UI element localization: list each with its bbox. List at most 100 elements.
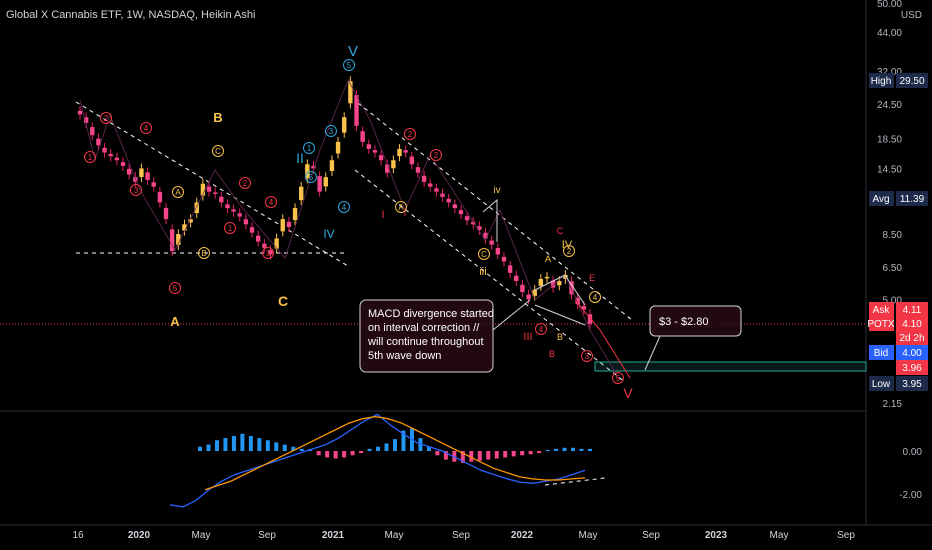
macd-histogram-bar bbox=[359, 451, 364, 454]
price-label-name: Ask bbox=[873, 305, 891, 316]
callout-box-1 bbox=[359, 299, 494, 373]
price-label-value: 2d 2h bbox=[899, 333, 924, 344]
wave-label: IV bbox=[562, 239, 573, 251]
candle-body bbox=[391, 160, 396, 169]
candle-body bbox=[477, 226, 482, 230]
price-tick-label: 32.00 bbox=[877, 67, 902, 78]
candle-body bbox=[157, 191, 163, 203]
wave-count-circle bbox=[563, 245, 575, 257]
macd-histogram-bar bbox=[240, 433, 245, 451]
candle-body bbox=[90, 127, 95, 136]
time-axis-label: Sep bbox=[642, 530, 660, 541]
candle-body bbox=[323, 177, 328, 187]
wave-label: iii bbox=[479, 266, 486, 278]
channel-line-lower-2 bbox=[354, 169, 626, 383]
channel-line-upper-1 bbox=[75, 101, 349, 267]
macd-histogram-bar bbox=[460, 451, 465, 463]
candle-body bbox=[403, 150, 408, 153]
candle-body bbox=[206, 186, 212, 192]
wave-count-circle bbox=[478, 248, 490, 260]
time-axis-label: 2020 bbox=[128, 530, 151, 541]
price-label-name-bg bbox=[869, 316, 894, 331]
candle-body bbox=[163, 207, 169, 220]
wave-count-label: 5 bbox=[616, 374, 621, 383]
wave-count-label: 2 bbox=[434, 151, 439, 160]
wedge-line-top bbox=[534, 274, 586, 306]
macd-histogram-bar bbox=[477, 451, 482, 461]
wave-count-circle bbox=[140, 122, 152, 134]
wave-count-circle bbox=[198, 247, 210, 259]
wave-count-circle bbox=[169, 282, 181, 294]
time-axis-label: Sep bbox=[452, 530, 470, 541]
price-tick-label: 24.50 bbox=[877, 100, 902, 111]
wave-label: I bbox=[381, 209, 384, 221]
price-label-value-bg bbox=[896, 73, 928, 88]
price-label-value-bg bbox=[896, 316, 928, 331]
macd-histogram-bar bbox=[248, 435, 253, 451]
candle-body bbox=[550, 280, 556, 288]
candle-body bbox=[489, 240, 494, 245]
candle-body bbox=[169, 229, 175, 252]
wave-count-circle bbox=[262, 247, 274, 259]
macd-histogram-bar bbox=[325, 451, 330, 458]
wave-count-circle bbox=[430, 149, 442, 161]
candle-body bbox=[274, 238, 279, 249]
price-label-value-bg bbox=[896, 345, 928, 360]
candle-body bbox=[557, 281, 562, 286]
candle-body bbox=[292, 208, 298, 221]
macd-tick-label: 0.00 bbox=[903, 447, 923, 458]
currency-label: USD bbox=[901, 10, 922, 21]
wave-count-circle bbox=[338, 201, 350, 213]
channel-line-upper-2 bbox=[357, 102, 633, 321]
wave-label: iv bbox=[493, 185, 500, 196]
time-axis-label: 2021 bbox=[322, 530, 345, 541]
candle-body bbox=[452, 204, 458, 209]
price-label-name-bg bbox=[869, 376, 894, 391]
macd-histogram-bar bbox=[342, 451, 347, 458]
candle-body bbox=[182, 224, 187, 231]
wave-count-label: 1 bbox=[307, 144, 312, 153]
wave-label: V bbox=[348, 43, 358, 60]
time-axis-label: 16 bbox=[72, 530, 84, 541]
macd-histogram-bar bbox=[367, 448, 372, 451]
forecast-line bbox=[574, 299, 631, 379]
wave-count-circle bbox=[239, 177, 251, 189]
wave-count-label: 4 bbox=[593, 293, 598, 302]
wave-count-label: B bbox=[201, 249, 206, 258]
wave-label: V bbox=[623, 385, 633, 401]
candle-body bbox=[280, 219, 285, 232]
macd-histogram-bar bbox=[299, 448, 304, 451]
wave-count-label: 4 bbox=[539, 325, 544, 334]
candle-body bbox=[286, 221, 292, 228]
wave-label: E bbox=[589, 273, 595, 283]
price-label-name-bg bbox=[869, 73, 894, 88]
candle-body bbox=[188, 219, 193, 223]
callout-text-1: will continue throughout bbox=[367, 336, 484, 348]
candle-body bbox=[526, 294, 531, 300]
chart-title: Global X Cannabis ETF, 1W, NASDAQ, Heiki… bbox=[6, 9, 256, 21]
candle-body bbox=[428, 183, 433, 187]
macd-histogram-bar bbox=[554, 448, 559, 451]
wave-count-label: 2 bbox=[243, 179, 248, 188]
macd-histogram-bar bbox=[333, 451, 338, 459]
price-tick-label: 44.00 bbox=[877, 28, 902, 39]
candle-body bbox=[538, 278, 544, 286]
wave-label: IV bbox=[323, 227, 334, 241]
price-label-value: 29.50 bbox=[899, 76, 924, 87]
candle-body bbox=[262, 243, 267, 248]
wave-count-label: 4 bbox=[342, 203, 347, 212]
candle-body bbox=[126, 168, 132, 175]
macd-histogram-bar bbox=[214, 440, 219, 451]
macd-histogram-bar bbox=[545, 449, 550, 451]
candle-body bbox=[305, 164, 310, 179]
candle-body bbox=[514, 275, 519, 282]
macd-histogram-bar bbox=[257, 438, 262, 451]
candle-body bbox=[249, 227, 255, 233]
price-label-value-bg bbox=[896, 191, 928, 206]
candle-body bbox=[471, 221, 476, 225]
candle-body bbox=[575, 297, 580, 305]
price-label-name-bg bbox=[869, 345, 894, 360]
candle-body bbox=[409, 156, 415, 165]
wave-label: II bbox=[296, 150, 304, 166]
